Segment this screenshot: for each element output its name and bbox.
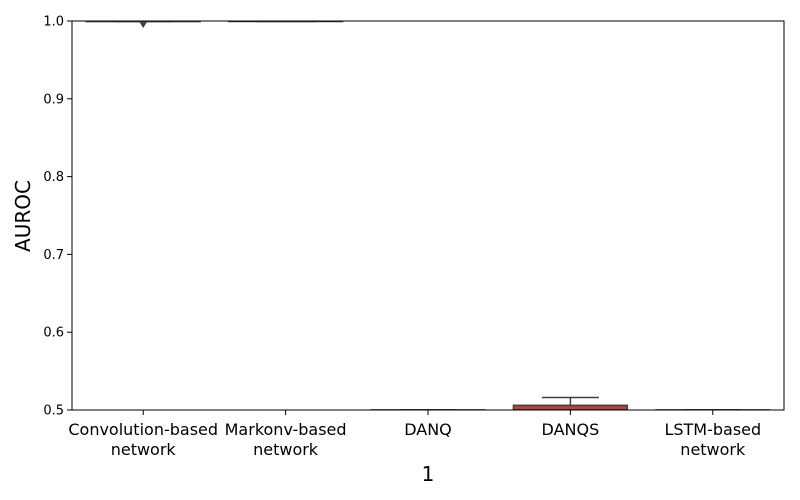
plot-frame [71,20,785,411]
x-tick-label: DANQ [404,420,452,439]
y-tick-label: 0.7 [43,248,64,263]
x-tick-label: DANQS [542,420,600,439]
box-outlier [139,22,147,29]
box-group [85,21,201,29]
x-tick-label: network [253,440,319,459]
box-series [85,21,771,410]
y-tick-label: 0.8 [43,170,64,185]
y-axis-ticks: 0.5 0.6 0.7 0.8 0.9 1.0 [43,15,72,419]
x-tick-label: Convolution-based [68,420,218,439]
x-tick-label: Markonv-based [225,420,347,439]
y-tick-label: 0.5 [43,404,64,419]
x-tick-label: LSTM-based [664,420,761,439]
y-tick-label: 0.6 [43,326,64,341]
x-axis-ticks: Convolution-basednetworkMarkonv-basednet… [68,410,761,459]
y-tick-label: 1.0 [43,15,64,30]
x-tick-label: network [680,440,746,459]
y-axis-title: AUROC [11,180,35,252]
box-body [512,404,629,410]
y-tick-label: 0.9 [43,92,64,107]
box-group [512,396,629,410]
x-tick-label: network [111,440,177,459]
x-axis-title: 1 [422,462,435,486]
